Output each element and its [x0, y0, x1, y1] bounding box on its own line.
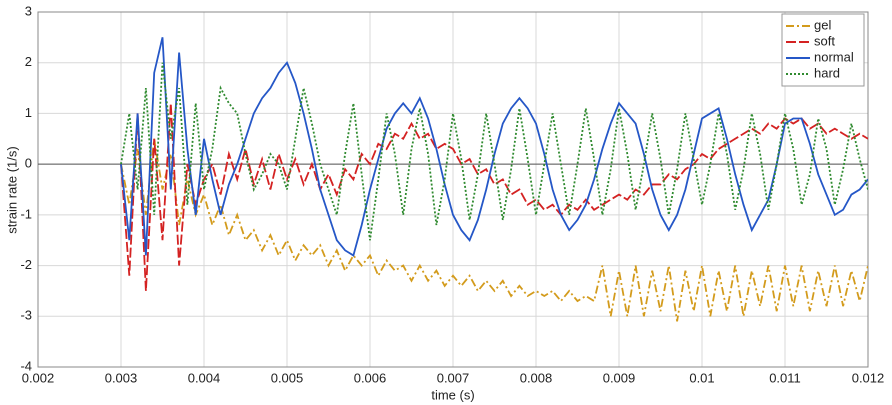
y-axis-label: strain rate (1/s) — [4, 146, 19, 233]
legend-label: normal — [814, 49, 854, 64]
y-tick-label: 1 — [25, 105, 32, 120]
x-axis-label: time (s) — [431, 387, 474, 402]
x-tick-label: 0.007 — [437, 370, 470, 385]
y-tick-label: -1 — [20, 206, 32, 221]
series-line — [120, 37, 868, 257]
y-tick-label: -3 — [20, 308, 32, 323]
x-tick-label: 0.009 — [603, 370, 636, 385]
legend-label: hard — [814, 65, 840, 80]
y-tick-label: 2 — [25, 54, 32, 69]
plot-frame — [37, 11, 869, 368]
y-tick-label: -2 — [20, 257, 32, 272]
x-tick-label: 0.006 — [354, 370, 387, 385]
series-line — [120, 62, 868, 241]
y-tick-label: -4 — [20, 358, 32, 373]
x-tick-label: 0.01 — [689, 370, 714, 385]
series-line — [120, 138, 868, 322]
x-tick-label: 0.005 — [271, 370, 304, 385]
series-line — [120, 103, 868, 291]
x-tick-label: 0.008 — [520, 370, 553, 385]
x-tick-label: 0.004 — [188, 370, 221, 385]
legend-label: soft — [814, 33, 835, 48]
y-tick-label: 3 — [25, 3, 32, 18]
legend-label: gel — [814, 17, 831, 32]
x-tick-label: 0.012 — [852, 370, 885, 385]
x-tick-label: 0.003 — [105, 370, 138, 385]
x-tick-label: 0.002 — [22, 370, 55, 385]
y-tick-label: 0 — [25, 156, 32, 171]
x-tick-label: 0.011 — [769, 370, 801, 385]
